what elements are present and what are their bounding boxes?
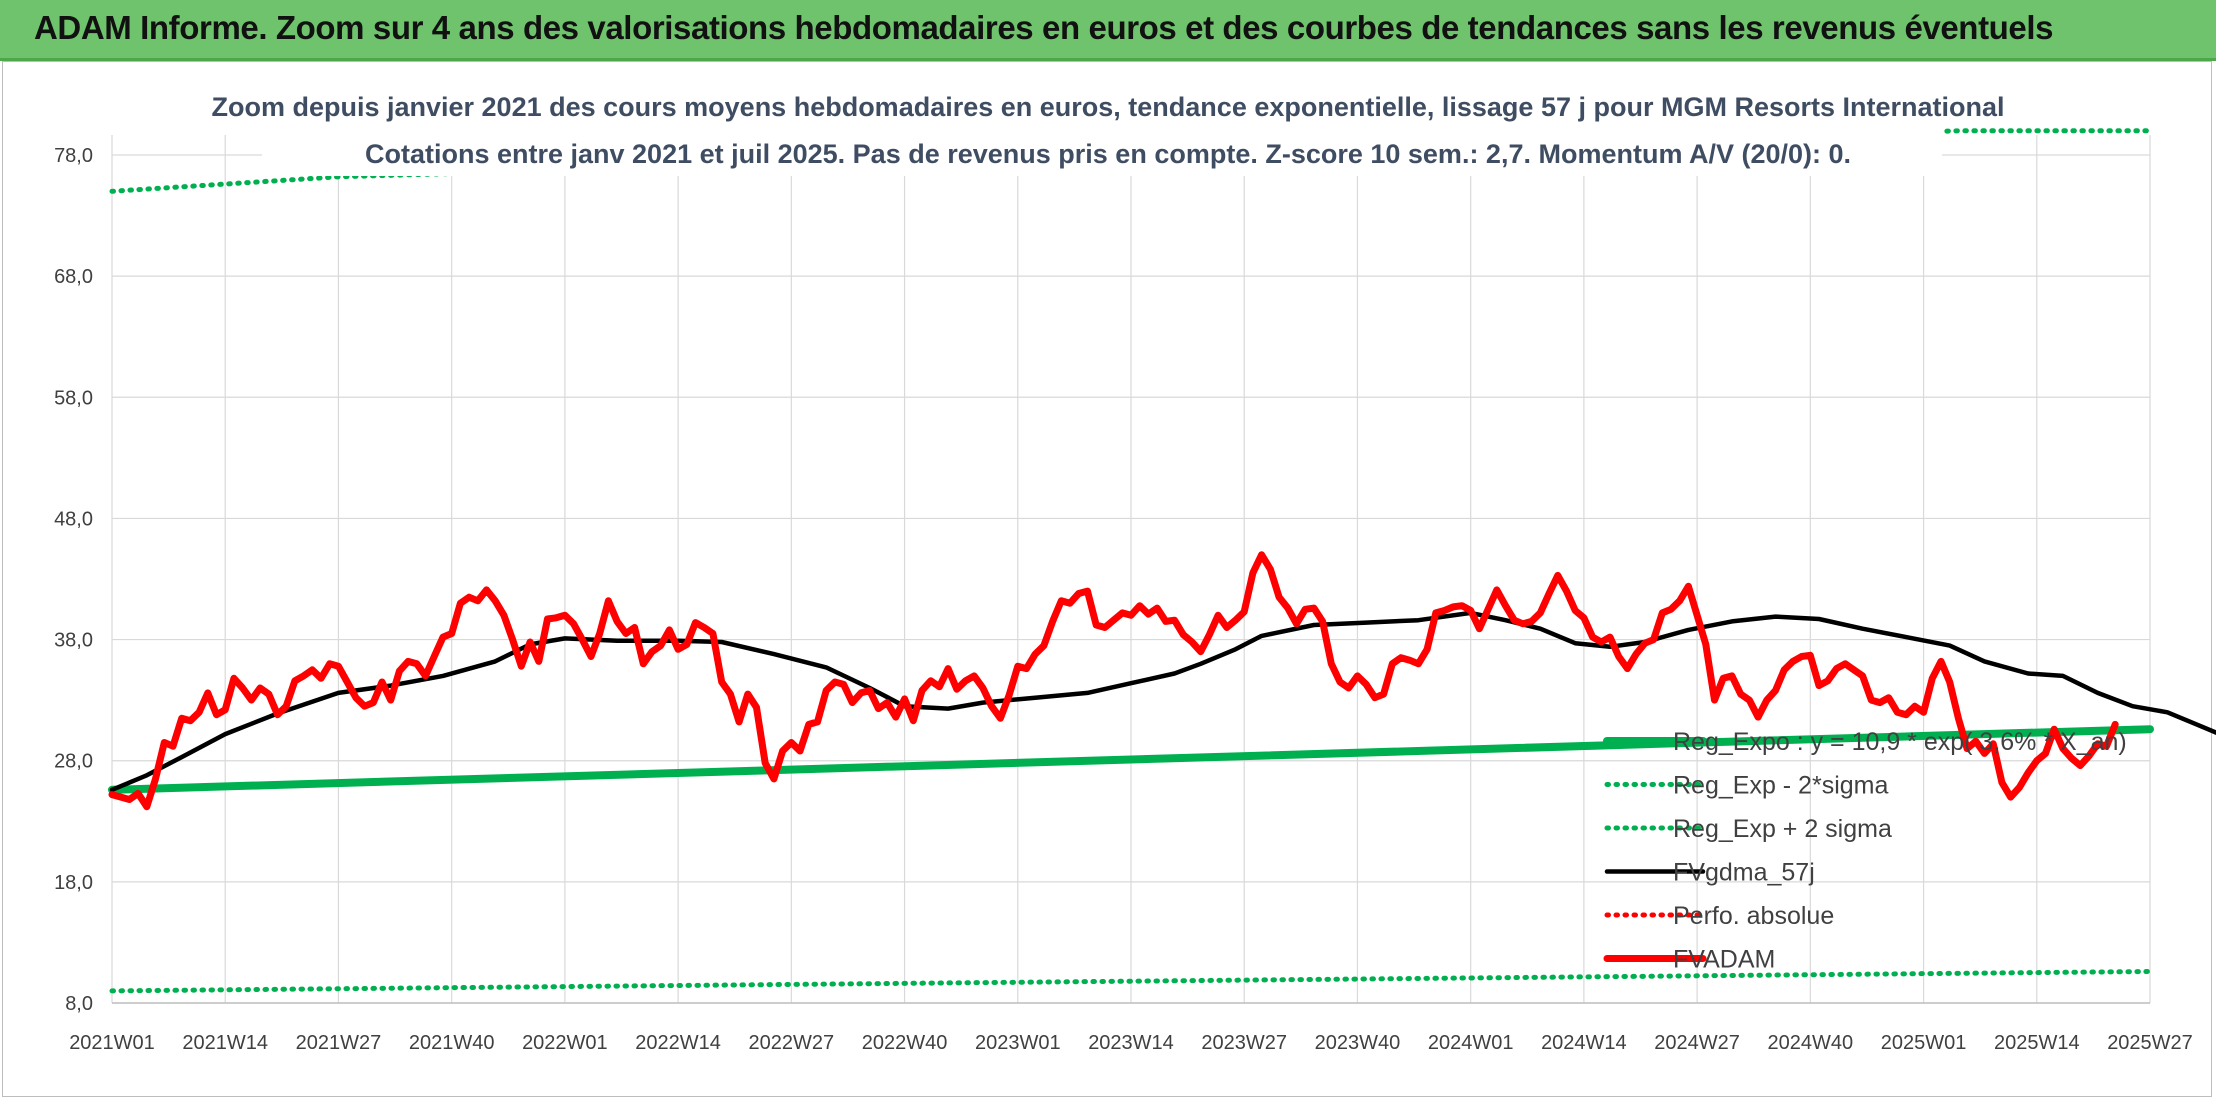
x-tick-label: 2021W14: [182, 1032, 268, 1054]
x-tick-label: 2023W01: [975, 1032, 1061, 1054]
grid: [111, 135, 2151, 1004]
legend-label: Reg_Exp - 2*sigma: [1673, 772, 1888, 800]
series-line: [109, 969, 2153, 994]
y-tick-label: 48,0: [54, 508, 93, 530]
x-tick-label: 2025W14: [1994, 1032, 2080, 1054]
y-tick-label: 78,0: [54, 145, 93, 167]
x-tick-label: 2022W14: [635, 1032, 721, 1054]
x-tick-label: 2024W27: [1654, 1032, 1740, 1054]
x-tick-label: 2023W40: [1315, 1032, 1401, 1054]
title-background: [262, 84, 1942, 176]
legend-label: Perfo. absolue: [1673, 902, 1834, 930]
series-line: [108, 551, 2119, 811]
chart-frame: [2, 61, 2212, 1097]
legend-label: Reg_Expo : y = 10,9 * exp( 3,6% * X_an): [1673, 728, 2127, 756]
x-tick-label: 2021W40: [409, 1032, 495, 1054]
series-line: [108, 725, 2154, 794]
chart-title-line1: Zoom depuis janvier 2021 des cours moyen…: [211, 92, 2004, 122]
x-axis-ticks: 2021W01 2021W14 2021W27 2021W40 2022W01 2022W…: [69, 1032, 2193, 1054]
y-tick-label: 28,0: [54, 751, 93, 773]
legend-label: Reg_Exp + 2 sigma: [1673, 815, 1892, 843]
chart-title-line2: Cotations entre janv 2021 et juil 2025. …: [365, 139, 1851, 169]
x-tick-label: 2021W27: [296, 1032, 382, 1054]
x-tick-label: 2025W27: [2107, 1032, 2193, 1054]
legend-label: FVADAM: [1673, 946, 1775, 974]
y-tick-label: 38,0: [54, 630, 93, 652]
x-tick-label: 2024W40: [1768, 1032, 1854, 1054]
x-tick-label: 2025W01: [1881, 1032, 1967, 1054]
banner: ADAM Informe. Zoom sur 4 ans des valoris…: [0, 0, 2216, 61]
series-layer: [108, 128, 2216, 994]
legend-label: FVgdma_57j: [1673, 859, 1815, 887]
x-tick-label: 2022W40: [862, 1032, 948, 1054]
y-tick-label: 68,0: [54, 266, 93, 288]
y-tick-label: 18,0: [54, 872, 93, 894]
x-tick-label: 2024W14: [1541, 1032, 1627, 1054]
banner-title: ADAM Informe. Zoom sur 4 ans des valoris…: [34, 9, 2054, 46]
x-tick-label: 2021W01: [69, 1032, 155, 1054]
x-tick-label: 2022W27: [749, 1032, 835, 1054]
y-axis-ticks: 8,0 18,0 28,0 38,0 48,0 58,0 68,0 78,0: [54, 145, 93, 1015]
x-tick-label: 2024W01: [1428, 1032, 1514, 1054]
x-tick-label: 2023W27: [1201, 1032, 1287, 1054]
y-tick-label: 8,0: [65, 993, 93, 1015]
series-line: [109, 610, 2216, 793]
y-tick-label: 58,0: [54, 387, 93, 409]
legend: Reg_Expo : y = 10,9 * exp( 3,6% * X_an) R…: [1603, 728, 2127, 974]
x-tick-label: 2023W14: [1088, 1032, 1174, 1054]
x-tick-label: 2022W01: [522, 1032, 608, 1054]
